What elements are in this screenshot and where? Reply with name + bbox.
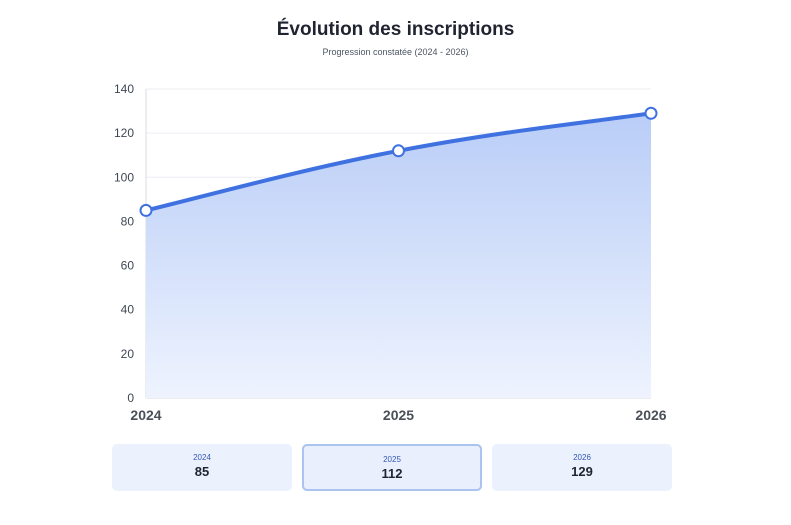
x-tick-label: 2025 bbox=[383, 407, 414, 423]
area-chart: 0 20 40 60 80 100 120 140 2024 2025 2026 bbox=[114, 82, 667, 423]
y-tick-label: 80 bbox=[121, 214, 135, 228]
y-tick-label: 0 bbox=[127, 391, 134, 405]
data-point bbox=[139, 203, 153, 217]
y-axis-ticks: 0 20 40 60 80 100 120 140 bbox=[114, 82, 134, 405]
x-tick-label: 2026 bbox=[635, 407, 666, 423]
y-tick-label: 140 bbox=[114, 82, 134, 96]
card-year-label: 2026 bbox=[573, 453, 591, 462]
y-tick-label: 60 bbox=[121, 259, 135, 273]
summary-cards: 2024 85 2025 112 2026 129 bbox=[112, 444, 672, 491]
data-point bbox=[644, 106, 658, 120]
y-tick-label: 100 bbox=[114, 170, 134, 184]
card-year-label: 2025 bbox=[383, 455, 401, 464]
y-tick-label: 40 bbox=[121, 303, 135, 317]
card-year-label: 2024 bbox=[193, 453, 211, 462]
year-card-2025[interactable]: 2025 112 bbox=[302, 444, 482, 491]
data-points bbox=[139, 106, 658, 217]
chart-subtitle: Progression constatée (2024 - 2026) bbox=[322, 47, 469, 57]
year-card-2024[interactable]: 2024 85 bbox=[112, 444, 292, 491]
data-point bbox=[392, 144, 405, 158]
y-tick-label: 20 bbox=[121, 347, 135, 361]
area-fill bbox=[146, 113, 651, 399]
card-value: 129 bbox=[571, 464, 593, 479]
year-card-2026[interactable]: 2026 129 bbox=[492, 444, 672, 491]
x-tick-label: 2024 bbox=[130, 407, 161, 423]
x-axis-ticks: 2024 2025 2026 bbox=[130, 407, 666, 423]
card-value: 112 bbox=[381, 466, 403, 481]
chart-title: Évolution des inscriptions bbox=[276, 19, 515, 40]
card-value: 85 bbox=[194, 464, 210, 479]
y-tick-label: 120 bbox=[114, 126, 134, 140]
